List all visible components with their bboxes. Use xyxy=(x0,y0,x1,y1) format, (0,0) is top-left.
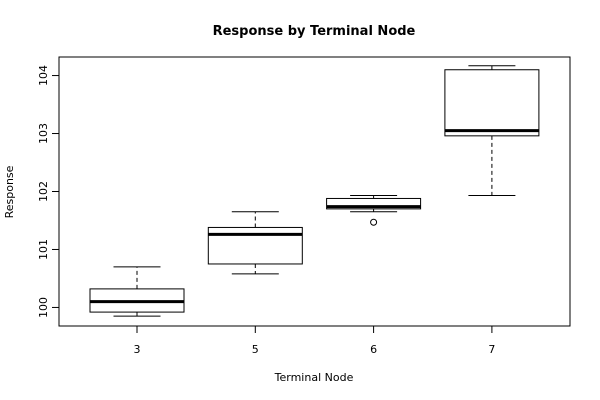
y-tick-label: 101 xyxy=(37,239,50,260)
x-tick-label: 6 xyxy=(370,343,377,356)
box-iqr xyxy=(444,69,540,137)
box-iqr xyxy=(326,197,422,210)
y-tick-label: 100 xyxy=(37,297,50,318)
y-tick-label: 102 xyxy=(37,181,50,202)
outlier-point xyxy=(370,218,378,226)
chart-title: Response by Terminal Node xyxy=(213,24,416,39)
boxes-group xyxy=(89,65,540,317)
y-axis-label: Response xyxy=(3,165,16,218)
x-axis-label: Terminal Node xyxy=(274,371,354,384)
y-tick-label: 103 xyxy=(37,123,50,144)
y-axis: 100 101 102 103 104 xyxy=(37,65,59,318)
x-tick-label: 5 xyxy=(252,343,259,356)
x-tick-label: 7 xyxy=(488,343,495,356)
y-tick-label: 104 xyxy=(37,65,50,86)
x-tick-label: 3 xyxy=(134,343,141,356)
x-axis: 3 5 6 7 xyxy=(134,326,495,356)
